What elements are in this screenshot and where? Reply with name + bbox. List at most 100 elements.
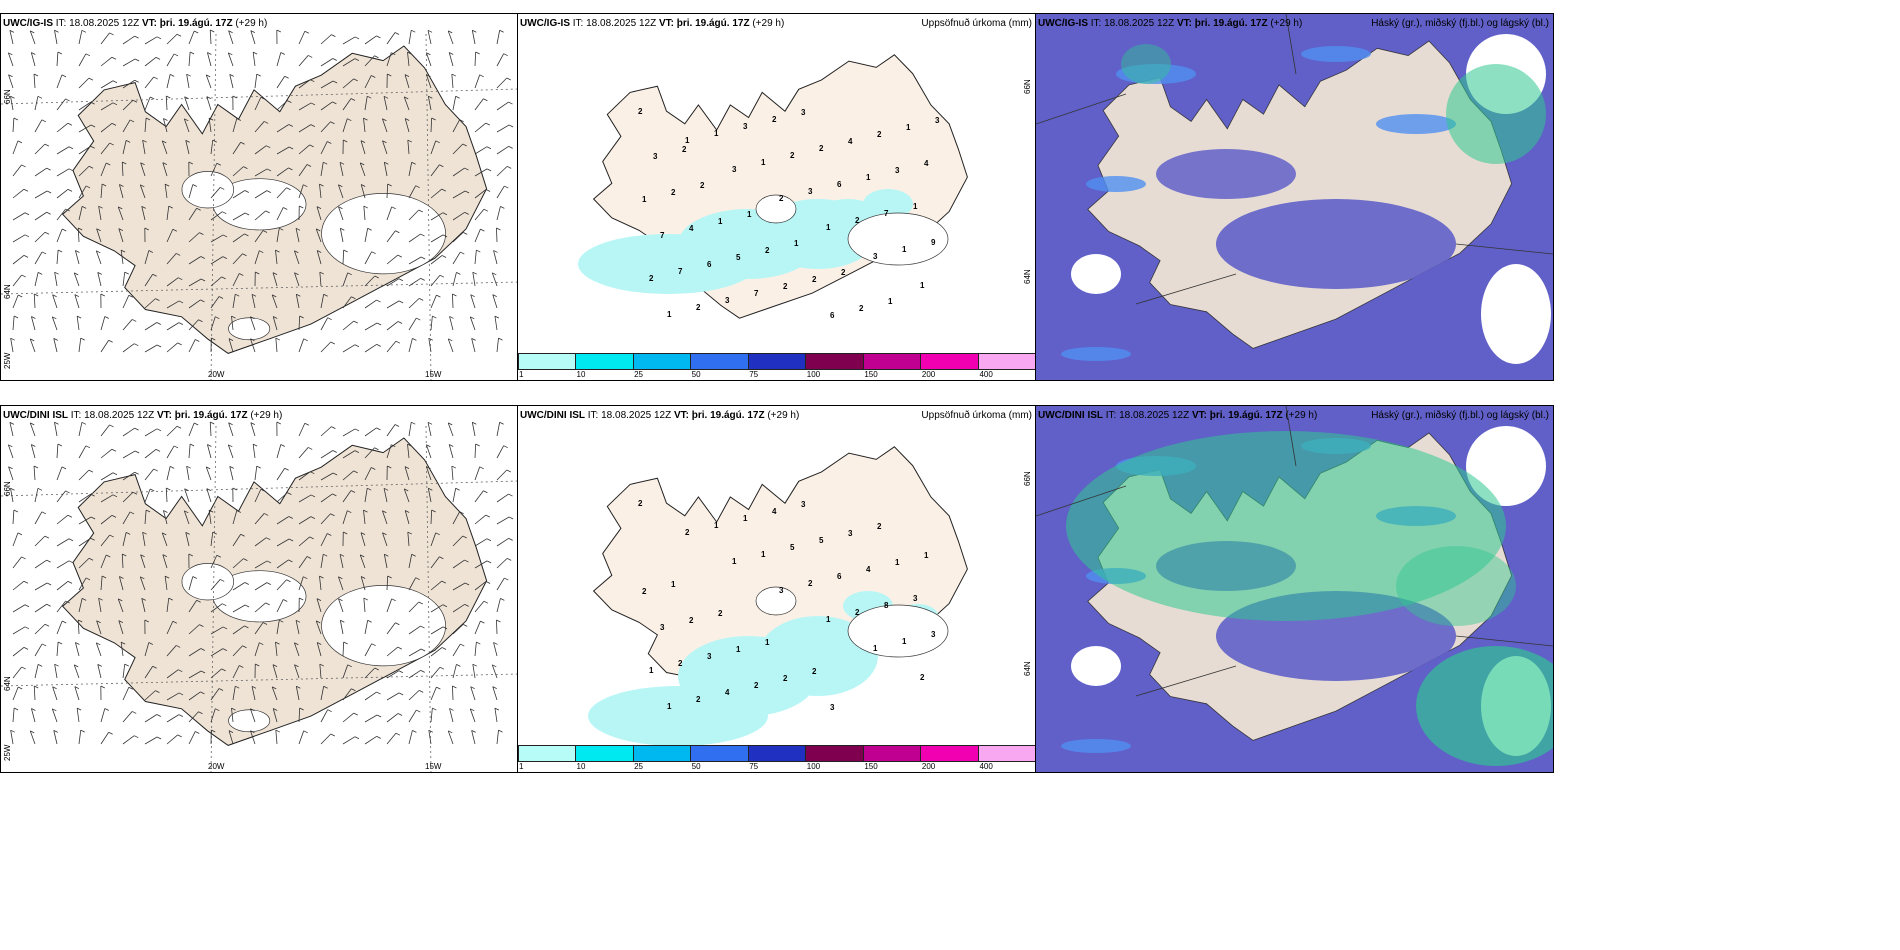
precip-value-label: 2 [812, 667, 817, 676]
wind-barb [232, 685, 240, 701]
wind-barb [342, 664, 352, 679]
wind-barb [276, 516, 293, 525]
wind-barb [452, 582, 470, 591]
wind-barb [496, 77, 511, 89]
wind-barb [142, 531, 147, 547]
wind-barb [231, 315, 236, 331]
wind-barb [472, 271, 477, 287]
wind-barb [276, 599, 288, 613]
wind-barb [276, 167, 293, 177]
wind-barb [364, 343, 381, 353]
wind-barb [452, 559, 469, 569]
legend-tick-label: 75 [749, 370, 759, 379]
wind-barb [342, 98, 356, 111]
legend-swatch [632, 745, 691, 762]
wind-barb [144, 509, 151, 525]
wind-barb [408, 553, 416, 569]
wind-barb [383, 553, 389, 569]
wind-barb [320, 709, 332, 723]
wind-barb [52, 686, 58, 701]
wind-barb [140, 162, 146, 177]
wind-barb [122, 711, 137, 723]
wind-barb [342, 490, 356, 503]
precip-value-label: 1 [642, 195, 647, 204]
wind-barb [272, 708, 278, 723]
wind-barb [426, 444, 432, 459]
wind-barb [78, 124, 96, 133]
wind-barb [210, 688, 224, 701]
legend-tick-label: 100 [806, 370, 821, 379]
wind-barb [100, 293, 106, 309]
wind-barb [209, 29, 215, 45]
wind-barb [53, 338, 58, 353]
wind-barb [209, 421, 215, 437]
wind-barb [342, 320, 359, 331]
wind-barb [254, 488, 266, 503]
wind-barb [474, 443, 480, 459]
wind-barb [9, 29, 15, 45]
wind-barb [100, 708, 109, 723]
wind-barb [254, 537, 271, 547]
wind-barb [162, 554, 168, 569]
wind-barb [360, 184, 366, 199]
wind-barb [452, 535, 467, 547]
wind-barb [342, 249, 348, 265]
wind-barb [56, 189, 73, 199]
wind-barb [117, 206, 124, 221]
legend-tick-label: 200 [921, 762, 936, 771]
wind-barb [276, 52, 285, 67]
precip-map-top: 2132131111321223267973221176734314526242… [578, 54, 968, 320]
precip-value-label: 4 [848, 137, 853, 146]
wind-barb [210, 626, 228, 635]
boundary-line [1285, 406, 1297, 467]
wind-barb [404, 466, 410, 481]
wind-barb [427, 487, 433, 503]
wind-barb [298, 730, 308, 745]
wind-barb [298, 164, 312, 177]
wind-barb [210, 256, 228, 265]
wind-barb [342, 712, 359, 723]
wind-barb [298, 597, 304, 613]
wind-barb [320, 58, 337, 67]
mid-cloud-area [1301, 46, 1371, 62]
wind-barb [100, 575, 107, 591]
wind-barb [295, 293, 301, 309]
wind-barb [363, 205, 369, 221]
wind-barb [78, 337, 85, 353]
wind-barb [449, 316, 454, 331]
boundary-line [1036, 93, 1127, 125]
wind-barb [276, 75, 289, 89]
glacier [181, 171, 234, 209]
wind-barb [188, 731, 200, 745]
wind-barb [53, 730, 58, 745]
wind-barb [141, 206, 146, 221]
wind-barb [56, 443, 63, 459]
precip-value-label: 1 [685, 136, 690, 145]
wind-barb [120, 249, 126, 265]
wind-barb [298, 516, 316, 525]
wind-barb [186, 465, 191, 481]
wind-barb [448, 444, 454, 459]
low-cloud-area [1156, 149, 1296, 199]
mid-cloud-area [1061, 347, 1131, 361]
wind-barb [74, 686, 80, 701]
wind-barb [496, 469, 511, 481]
wind-barb [382, 118, 388, 133]
wind-barb [342, 139, 348, 155]
panel-header: UWC/DINI ISL IT: 18.08.2025 12Z VT: þri.… [520, 410, 800, 421]
wind-barb [430, 294, 441, 309]
clear-sky-area [1481, 264, 1551, 364]
wind-barb [232, 558, 248, 569]
wind-barb [56, 490, 70, 503]
wind-barb [206, 96, 212, 111]
wind-barb [34, 251, 47, 265]
wind-barb [386, 52, 396, 67]
wind-barb [496, 227, 501, 243]
wind-barb [10, 487, 15, 503]
wind-barb [12, 666, 26, 679]
wind-barb [166, 465, 175, 481]
precip-value-label: 1 [761, 158, 766, 167]
wind-barb [364, 299, 381, 309]
wind-barb [452, 95, 460, 111]
precip-value-label: 5 [790, 543, 795, 552]
